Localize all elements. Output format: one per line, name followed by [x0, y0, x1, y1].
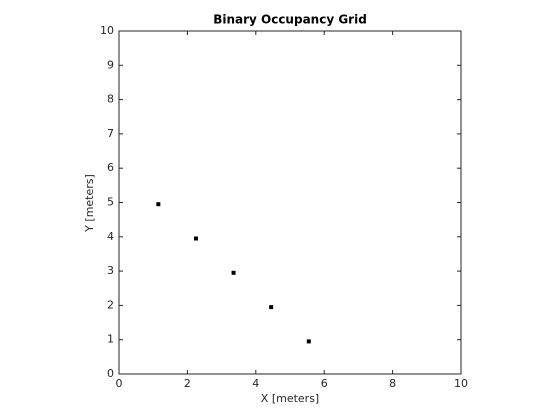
x-tick-label: 8 [389, 377, 396, 390]
y-tick-label: 8 [107, 93, 114, 106]
occupied-cell [231, 270, 236, 275]
y-axis-label: Y [meters] [83, 174, 96, 233]
x-axis-label: X [meters] [261, 392, 319, 405]
y-tick-label: 1 [107, 333, 114, 346]
occupied-cell [156, 202, 161, 207]
x-tick-label: 6 [321, 377, 328, 390]
x-tick-label: 2 [184, 377, 191, 390]
y-tick-label: 2 [107, 298, 114, 311]
y-tick-label: 9 [107, 58, 114, 71]
occupied-cell [269, 305, 274, 310]
y-tick-label: 0 [107, 367, 114, 380]
chart-title: Binary Occupancy Grid [213, 13, 367, 27]
y-tick-label: 10 [100, 24, 114, 37]
occupied-cell [306, 339, 311, 344]
x-tick-label: 10 [454, 377, 468, 390]
y-tick-label: 4 [107, 230, 114, 243]
occupied-cell [193, 236, 198, 241]
y-tick-label: 7 [107, 127, 114, 140]
x-tick-label: 4 [252, 377, 259, 390]
x-tick-label: 0 [116, 377, 123, 390]
y-tick-label: 3 [107, 264, 114, 277]
y-tick-label: 6 [107, 161, 114, 174]
y-tick-label: 5 [107, 196, 114, 209]
